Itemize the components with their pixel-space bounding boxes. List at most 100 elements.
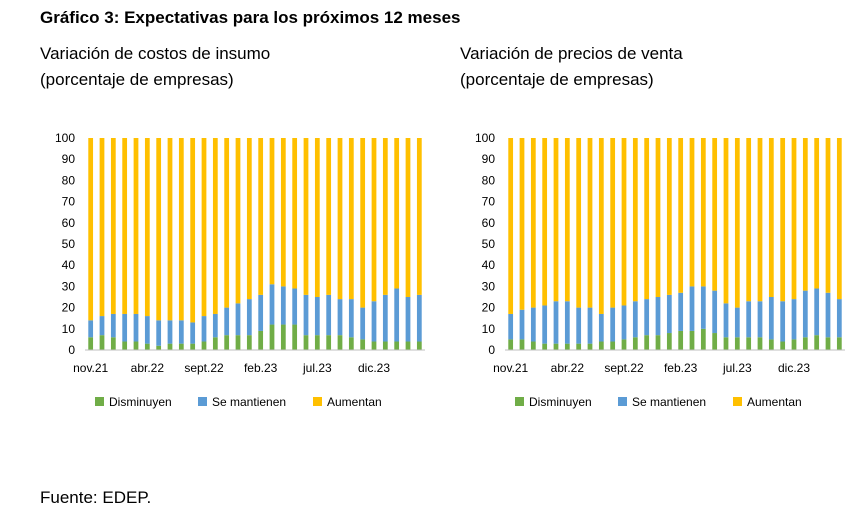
bar-aumentan [712, 138, 718, 291]
bar-aumentan [314, 138, 320, 297]
bar-aumentan [144, 138, 150, 317]
bar-disminuyen [723, 337, 729, 350]
bar-se-mantienen [802, 290, 808, 338]
bar-disminuyen [768, 339, 774, 350]
bar-disminuyen [836, 337, 842, 350]
bar-se-mantienen [610, 307, 616, 342]
bar-aumentan [734, 138, 740, 308]
bar-aumentan [836, 138, 842, 300]
bar-disminuyen [269, 324, 275, 350]
bar-disminuyen [655, 335, 661, 350]
x-tick-label: dic.23 [358, 361, 390, 375]
bar-disminuyen [303, 335, 309, 350]
bar-disminuyen [314, 335, 320, 350]
bar-se-mantienen [314, 297, 320, 336]
bar-disminuyen [825, 337, 831, 350]
bar-disminuyen [666, 333, 672, 350]
legend-label-aumentan: Aumentan [327, 395, 382, 409]
bar-aumentan [360, 138, 366, 308]
x-tick-label: feb.23 [244, 361, 278, 375]
legend-swatch-se-mantienen [198, 397, 207, 406]
bar-aumentan [201, 138, 207, 317]
bar-disminuyen [122, 341, 128, 350]
y-tick-label: 60 [62, 216, 76, 230]
bar-se-mantienen [621, 305, 627, 340]
bar-aumentan [292, 138, 298, 289]
bar-disminuyen [258, 330, 264, 350]
bar-disminuyen [553, 343, 559, 350]
bar-se-mantienen [791, 299, 797, 340]
bar-disminuyen [348, 337, 354, 350]
bar-disminuyen [542, 343, 548, 350]
x-tick-label: abr.22 [551, 361, 585, 375]
bar-disminuyen [337, 335, 343, 350]
x-tick-label: feb.23 [664, 361, 698, 375]
bar-disminuyen [382, 341, 388, 350]
bar-disminuyen [133, 341, 139, 350]
bar-aumentan [519, 138, 525, 310]
bar-aumentan [110, 138, 116, 314]
bar-aumentan [348, 138, 354, 300]
bar-se-mantienen [712, 290, 718, 334]
bar-disminuyen [416, 341, 422, 350]
bar-disminuyen [587, 343, 593, 350]
bar-se-mantienen [122, 313, 128, 342]
bar-aumentan [508, 138, 514, 314]
chart-title-costos: Variación de costos de insumo (porcentaj… [40, 44, 271, 89]
bar-se-mantienen [280, 286, 286, 325]
bar-se-mantienen [88, 320, 94, 338]
y-tick-label: 10 [62, 322, 76, 336]
bar-se-mantienen [678, 292, 684, 331]
bar-se-mantienen [235, 303, 241, 336]
bar-disminuyen [88, 337, 94, 350]
bar-se-mantienen [836, 299, 842, 338]
y-tick-label: 80 [62, 173, 76, 187]
bar-se-mantienen [292, 288, 298, 325]
bar-disminuyen [178, 343, 184, 350]
bar-aumentan [791, 138, 797, 300]
y-tick-label: 0 [68, 343, 75, 357]
bar-se-mantienen [144, 316, 150, 344]
bar-se-mantienen [768, 297, 774, 340]
figure-title: Gráfico 3: Expectativas para los próximo… [40, 8, 461, 27]
bar-aumentan [825, 138, 831, 293]
bar-se-mantienen [564, 301, 570, 344]
bar-aumentan [598, 138, 604, 314]
y-tick-label: 30 [62, 279, 76, 293]
bar-se-mantienen [655, 297, 661, 336]
bar-disminuyen [371, 341, 377, 350]
x-tick-label: dic.23 [778, 361, 810, 375]
bar-se-mantienen [814, 288, 820, 336]
bar-aumentan [564, 138, 570, 302]
bar-disminuyen [564, 343, 570, 350]
bar-se-mantienen [666, 294, 672, 334]
bar-se-mantienen [167, 320, 173, 344]
legend-swatch-aumentan [313, 397, 322, 406]
source-note: Fuente: EDEP. [40, 488, 152, 507]
bar-aumentan [587, 138, 593, 308]
y-tick-label: 90 [482, 152, 496, 166]
bar-se-mantienen [371, 301, 377, 342]
x-tick-label: sept.22 [184, 361, 224, 375]
bar-aumentan [303, 138, 309, 295]
y-tick-label: 70 [482, 195, 496, 209]
y-tick-label: 100 [475, 131, 495, 145]
bar-se-mantienen [382, 294, 388, 342]
bar-se-mantienen [178, 320, 184, 344]
bar-disminuyen [814, 335, 820, 350]
bar-se-mantienen [110, 313, 116, 338]
y-tick-label: 40 [62, 258, 76, 272]
chart-title-precios: Variación de precios de venta (porcentaj… [460, 44, 683, 89]
bar-aumentan [542, 138, 548, 306]
bar-aumentan [99, 138, 105, 317]
bar-se-mantienen [133, 313, 139, 342]
bar-aumentan [269, 138, 275, 285]
legend-swatch-disminuyen [515, 397, 524, 406]
bar-se-mantienen [723, 303, 729, 338]
bar-se-mantienen [587, 307, 593, 344]
bar-se-mantienen [394, 288, 400, 342]
bar-aumentan [258, 138, 264, 295]
legend-label-disminuyen: Disminuyen [529, 395, 592, 409]
bar-se-mantienen [190, 322, 196, 344]
bar-se-mantienen [553, 301, 559, 344]
